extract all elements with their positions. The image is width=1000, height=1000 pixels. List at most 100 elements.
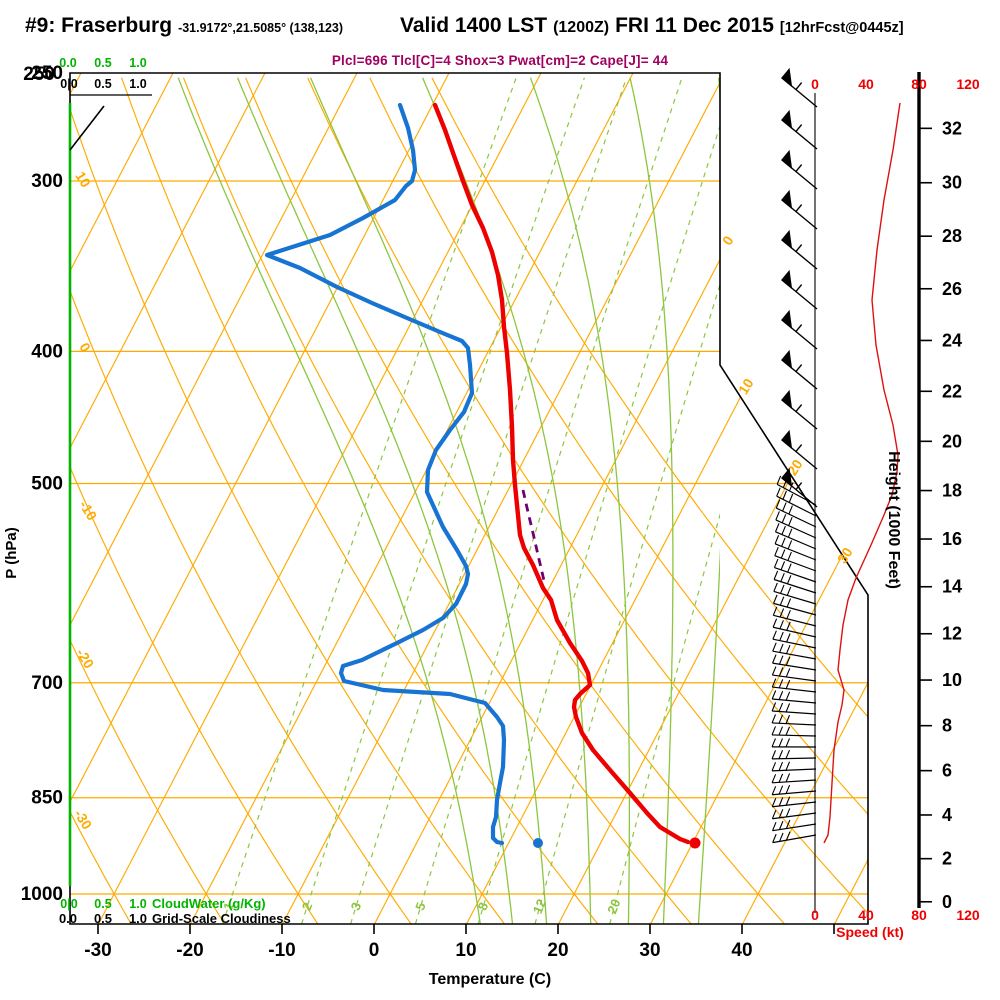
wind-barb-feather	[785, 749, 791, 759]
speed-scale-bottom-label: 80	[911, 907, 927, 923]
wind-barb-flag	[795, 404, 803, 412]
speed-scale-bottom-label: 120	[956, 907, 980, 923]
moist-adiabat-line	[422, 77, 592, 924]
temperature-tick-label: -30	[84, 940, 111, 961]
pressure-tick-label: 300	[31, 171, 63, 192]
height-tick-label: 24	[942, 330, 962, 350]
cloudiness-scale-bottom: 0.0	[59, 911, 77, 926]
pressure-tick-label: 1000	[21, 884, 63, 905]
speed-scale-top-label: 120	[956, 76, 980, 92]
dry-adiabat-label: 10	[72, 169, 94, 191]
dry-adiabat-label: -20	[73, 646, 97, 672]
isotherm-line	[97, 73, 542, 924]
cloudiness-profile	[69, 105, 105, 151]
surface-temperature-dot	[689, 837, 701, 849]
moist-adiabat-line	[177, 77, 481, 924]
wind-barb-pennant	[781, 467, 793, 488]
wind-barb-feather	[778, 726, 784, 736]
wind-barb-feather	[778, 773, 784, 783]
wind-barb-feather	[785, 714, 791, 724]
wind-barb-feather	[786, 609, 791, 619]
speed-scale-bottom-label: 40	[858, 907, 874, 923]
wind-barb-feather	[786, 598, 792, 608]
height-tick-label: 10	[942, 670, 962, 690]
mixing-ratio-line	[221, 77, 517, 924]
wind-barb-pennant	[781, 389, 793, 410]
isotherm-line	[373, 73, 818, 924]
wind-barb-feather	[785, 691, 791, 701]
wind-barb-staff	[772, 626, 817, 638]
wind-barb-feather	[780, 549, 786, 559]
mixing-ratio-label: 3	[348, 900, 365, 912]
temperature-axis-title: Temperature (C)	[429, 971, 551, 988]
wind-barb-feather	[771, 714, 777, 724]
wind-barb-feather	[771, 666, 777, 676]
wind-barb-staff	[776, 495, 817, 517]
wind-barbs	[771, 67, 818, 844]
height-tick-label: 4	[942, 805, 952, 825]
pressure-tick-label: 850	[31, 788, 63, 809]
isotherm-line	[465, 73, 868, 924]
cloudwater-scale-top: 1.0	[129, 56, 146, 70]
wind-barb-pennant	[781, 349, 793, 370]
wind-barb-feather	[774, 535, 780, 544]
wind-barb-staff	[771, 734, 817, 737]
pressure-tick-label: 500	[31, 473, 63, 494]
isotherm-line	[281, 73, 726, 924]
temperature-curve	[432, 102, 691, 845]
wind-barb-feather	[779, 631, 784, 641]
wind-barb-feather	[772, 642, 777, 652]
wind-barb-feather	[778, 667, 784, 677]
wind-barb-feather	[778, 714, 784, 724]
wind-barb-flag	[795, 244, 803, 252]
height-tick-label: 22	[942, 381, 962, 401]
wind-barb-feather	[771, 738, 777, 748]
wind-barb-feather	[776, 475, 782, 485]
wind-barb-feather	[782, 502, 787, 512]
wind-barb-staff	[772, 686, 817, 693]
height-tick-label: 32	[942, 118, 962, 138]
pressure-tick-label: 700	[31, 673, 63, 694]
height-tick-label: 6	[942, 761, 952, 781]
height-tick-label: 16	[942, 529, 962, 549]
background-isotherms-adiabats	[70, 73, 868, 924]
wind-barb-feather	[788, 516, 793, 526]
wind-barb-feather	[778, 702, 784, 712]
wind-barb-staff	[776, 483, 817, 506]
forecast-tag: [12hrFcst@0445z]	[779, 20, 904, 36]
moist-adiabat-line	[529, 77, 631, 924]
dry-adiabat-label: -30	[71, 807, 95, 833]
wind-barb-feather	[788, 505, 793, 515]
wind-barb-feather	[786, 621, 791, 631]
pressure-tick-label: 400	[31, 341, 63, 362]
cloudwater-scale-bottom: 0.5	[94, 897, 111, 911]
wind-barb-feather	[779, 620, 784, 630]
height-tick-label: 8	[942, 716, 952, 736]
isotherm-line	[70, 73, 266, 924]
wind-barb-flag	[795, 364, 803, 372]
height-tick-label: 14	[942, 577, 962, 597]
cloudiness-scale-top: 1.0	[129, 77, 146, 91]
mixing-ratio-label: 12	[530, 897, 549, 916]
isotherm-label: 30	[834, 544, 856, 566]
wind-barb-feather	[779, 608, 785, 618]
wind-barb-staff	[772, 722, 817, 726]
wind-barb-staff	[776, 507, 817, 528]
wind-barb-feather	[778, 809, 784, 819]
temperature-tick-label: -20	[176, 940, 203, 961]
wind-barb-staff	[772, 779, 817, 784]
valid-zulu: (1200Z)	[553, 19, 610, 36]
wind-barb-feather	[785, 738, 791, 748]
moist-adiabat-line	[629, 77, 674, 924]
wind-barb-feather	[772, 654, 777, 664]
wind-barb-feather	[785, 808, 791, 818]
wind-barb-feather	[773, 558, 779, 568]
dry-adiabat-line	[182, 77, 692, 924]
isotherm-line	[833, 73, 868, 924]
mixing-ratio-line	[350, 77, 628, 924]
wind-barb-flag	[795, 444, 803, 452]
wind-barb-pennant	[781, 189, 793, 210]
height-tick-label: 20	[942, 431, 962, 451]
wind-barb-feather	[786, 586, 792, 596]
